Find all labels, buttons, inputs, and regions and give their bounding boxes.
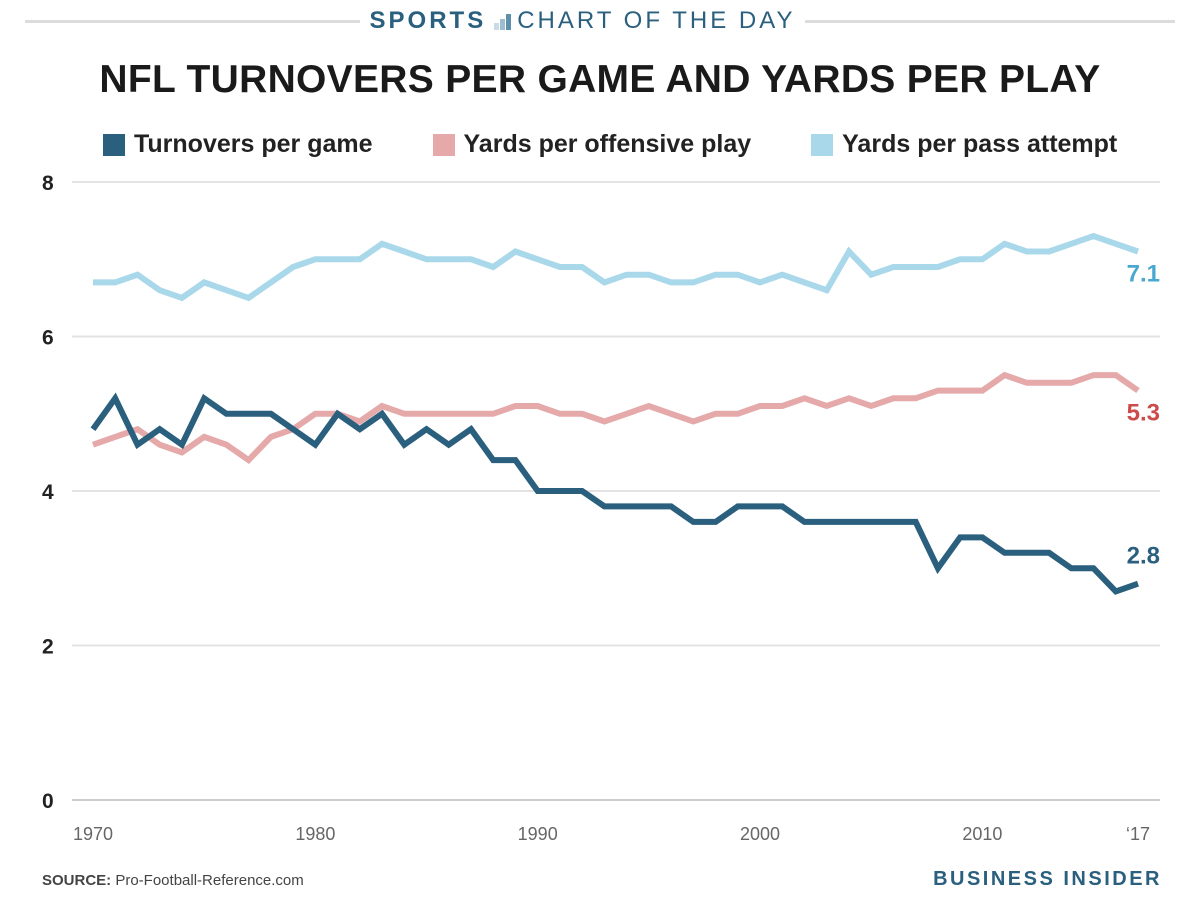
legend-swatch-turnovers — [103, 133, 125, 156]
legend-item-pass-attempt: Yards per pass attempt — [811, 130, 1117, 159]
legend-item-offensive-play: Yards per offensive play — [432, 130, 752, 159]
source-label: SOURCE: — [42, 872, 112, 889]
chart-title: NFL TURNOVERS PER GAME AND YARDS PER PLA… — [99, 58, 1101, 101]
end-value-label: 7.1 — [1127, 261, 1160, 288]
y-tick-label: 2 — [42, 636, 54, 659]
x-tick-label: ‘17 — [1126, 824, 1150, 844]
brand-logo: BUSINESS INSIDER — [933, 868, 1162, 890]
kicker-bar: SPORTS CHART OF THE DAY — [0, 4, 1200, 38]
kicker-sports: SPORTS — [369, 7, 487, 34]
y-tick-label: 6 — [42, 327, 54, 350]
x-tick-label: 1990 — [518, 824, 558, 844]
bar-chart-icon — [494, 12, 512, 30]
series-line-turnovers-per-game — [90, 392, 1139, 595]
kicker-rule-left — [24, 19, 360, 23]
y-tick-label: 8 — [42, 172, 54, 195]
x-tick-label: 1970 — [73, 824, 113, 844]
legend-swatch-pass-attempt — [811, 133, 834, 156]
x-tick-label: 1980 — [295, 824, 335, 844]
legend-label-pass-attempt: Yards per pass attempt — [842, 130, 1118, 158]
x-tick-label: 2000 — [740, 824, 780, 844]
legend-item-turnovers: Turnovers per game — [103, 130, 373, 159]
legend-label-offensive-play: Yards per offensive play — [463, 130, 752, 158]
legend-swatch-offensive-play — [432, 133, 455, 156]
series-line-yards-per-pass-attempt — [93, 232, 1139, 302]
kicker-chart-of-the-day: CHART OF THE DAY — [517, 7, 796, 34]
kicker-rule-right — [805, 19, 1176, 23]
kicker: SPORTS CHART OF THE DAY — [370, 7, 796, 35]
end-value-label: 2.8 — [1127, 543, 1160, 570]
legend: Turnovers per game Yards per offensive p… — [103, 130, 1177, 159]
end-value-label: 5.3 — [1127, 400, 1160, 427]
y-tick-label: 0 — [42, 790, 54, 813]
series-line-yards-per-offensive-play — [92, 371, 1140, 465]
y-tick-label: 4 — [42, 481, 54, 504]
legend-label-turnovers: Turnovers per game — [134, 130, 373, 158]
x-tick-label: 2010 — [962, 824, 1002, 844]
source-text: Pro-Football-Reference.com — [115, 872, 304, 889]
source-note: SOURCE: Pro-Football-Reference.com — [42, 872, 304, 889]
